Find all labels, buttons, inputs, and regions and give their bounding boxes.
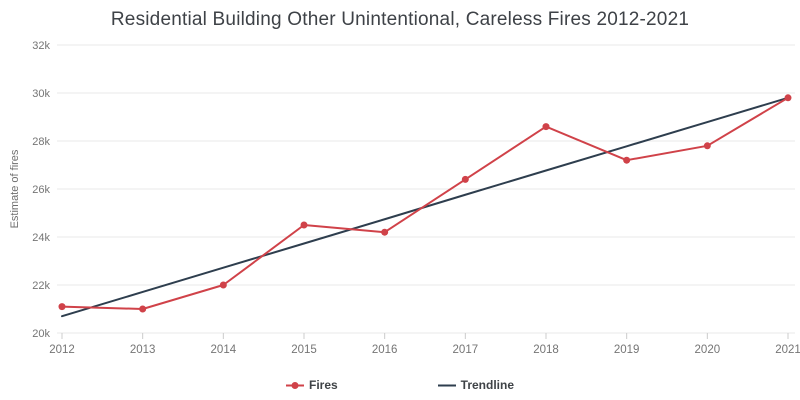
y-tick-label-28k: 28k — [32, 136, 50, 148]
x-tick-label-2015: 2015 — [291, 344, 317, 356]
legend-label-fires: Fires — [308, 378, 338, 392]
y-tick-label-32k: 32k — [32, 40, 50, 52]
series-line-trendline — [61, 96, 789, 318]
fires-series-icon — [285, 381, 304, 389]
legend-item-trendline[interactable]: Trendline — [437, 378, 515, 392]
x-tick-label-2020: 2020 — [695, 344, 721, 356]
y-tick-label-30k: 30k — [32, 88, 50, 100]
legend-item-fires[interactable]: Fires — [285, 378, 338, 392]
data-point-2015[interactable] — [300, 221, 308, 229]
trendline-series-icon — [437, 384, 456, 386]
legend-label-trendline: Trendline — [460, 378, 515, 392]
series-line-fires — [61, 96, 789, 310]
data-point-2014[interactable] — [219, 281, 227, 289]
x-tick-label-2014: 2014 — [211, 344, 237, 356]
x-tick-label-2021: 2021 — [775, 344, 800, 356]
x-tick-label-2016: 2016 — [372, 344, 398, 356]
y-tick-label-20k: 20k — [32, 328, 50, 340]
data-point-2012[interactable] — [58, 303, 66, 311]
data-point-2017[interactable] — [461, 175, 469, 183]
x-tick-label-2017: 2017 — [453, 344, 479, 356]
y-tick-label-24k: 24k — [32, 232, 50, 244]
data-point-2021[interactable] — [784, 94, 792, 102]
data-point-2016[interactable] — [381, 228, 389, 236]
x-tick-label-2019: 2019 — [614, 344, 640, 356]
x-tick-label-2012: 2012 — [49, 344, 75, 356]
y-tick-label-22k: 22k — [32, 280, 50, 292]
data-point-2018[interactable] — [542, 123, 550, 131]
data-point-2019[interactable] — [623, 156, 631, 164]
x-tick-label-2013: 2013 — [130, 344, 156, 356]
data-point-2013[interactable] — [139, 305, 147, 313]
data-point-2020[interactable] — [703, 142, 711, 150]
chart-title: Residential Building Other Unintentional… — [110, 9, 690, 30]
y-tick-label-26k: 26k — [32, 184, 50, 196]
x-tick-label-2018: 2018 — [533, 344, 559, 356]
legend: Fires Trendline — [0, 378, 800, 392]
